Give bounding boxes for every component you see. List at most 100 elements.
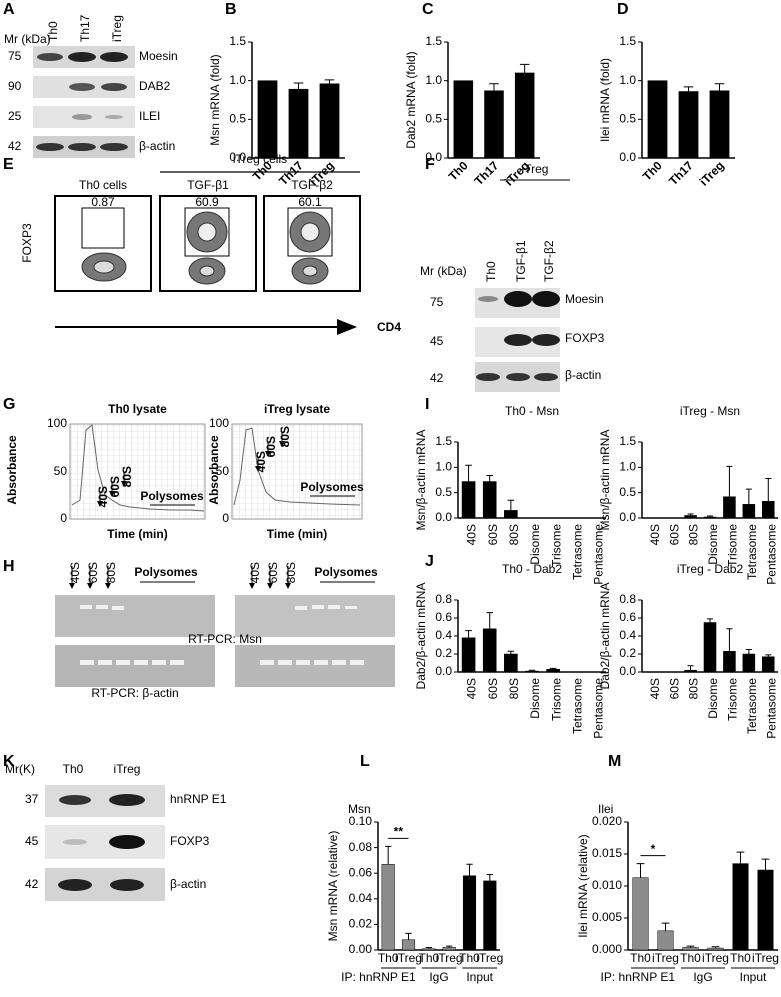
fraction-label: 40S [248,562,262,583]
error-bar [736,851,745,864]
bar [319,83,340,159]
protein-label: FOXP3 [170,834,210,848]
panel-letter: C [422,1,434,18]
tick-label: 0 [60,511,67,525]
bar [461,637,476,673]
panel-letter: D [617,1,629,18]
bar [381,863,395,951]
x-tick-label: Tetrasome [570,678,584,734]
protein-label: β-actin [170,877,206,891]
bar [723,651,736,673]
bar [504,653,518,673]
y-tick-label: 1.5 [435,434,452,448]
x-tick-label: Tetrasome [745,524,759,580]
x-tick-label: 80S [507,524,521,545]
protein-label: DAB2 [139,79,171,93]
gels [55,581,395,687]
bar [703,516,717,519]
gate-value: 0.87 [91,195,115,209]
y-tick-label: 0.2 [619,646,636,660]
x-tick-label: Disome [706,678,720,719]
x-tick-label: 60S [486,678,500,699]
bar [546,669,560,673]
error-bar [486,612,493,629]
y-tick-label: 0.06 [349,865,373,879]
mw-label: 45 [25,834,39,848]
bar [678,91,699,159]
y-tick-label: 0.5 [425,112,442,126]
bar [703,622,717,673]
y-tick-label: 0.5 [619,112,636,126]
bar [482,628,497,673]
y-tick-label: 0.0 [425,150,442,164]
y-tick-label: 0.08 [349,840,373,854]
peak-label: 60S [264,436,278,457]
polysome-label: Polysomes [300,480,364,494]
y-tick-label: 0.6 [619,610,636,624]
y-axis-label: Msn mRNA (relative) [326,831,340,942]
bar [762,656,775,673]
error-bar [489,83,499,91]
y-tick-label: 0.8 [435,592,452,606]
y-tick-label: 1.0 [229,73,246,87]
x-tick-label: Th0 [418,951,439,965]
x-tick-label: 60S [667,524,681,545]
y-tick-label: 0.0 [619,150,636,164]
y-tick-label: 1.5 [425,34,442,48]
error-bar [507,650,515,654]
y-axis-label: Ilei mRNA (relative) [576,834,590,937]
x-tick-label: 80S [687,524,701,545]
group-label: IP: hnRNP E1 [601,970,676,984]
profile-title: Th0 lysate [108,402,167,416]
y-tick-label: 0.8 [619,592,636,606]
y-tick-label: 0.015 [592,846,622,860]
bar [422,948,436,951]
bar [482,481,497,519]
x-tick-label: Th0 [640,158,665,183]
x-tick-label: 80S [507,678,521,699]
y-tick-label: 1.0 [619,460,636,474]
panel-letter: E [3,156,14,173]
error-bar [425,946,432,949]
fraction-label: 80S [104,562,118,583]
bar [682,947,699,951]
error-bar [726,465,733,497]
chart-title: Th0 - Msn [505,404,559,418]
error-bar [683,86,694,92]
error-bar [745,488,752,505]
x-tick-label: Tetrasome [570,524,584,580]
y-tick-label: 0.02 [349,917,373,931]
significance: ** [394,824,404,838]
mw-label: 90 [8,79,22,93]
error-bar [465,464,472,482]
panel-letter: B [225,1,237,18]
x-tick-label: Pentasome [592,678,606,739]
bar [461,481,476,519]
blot-a [33,46,135,158]
error-bar [486,873,493,881]
panel-letter: L [360,753,370,770]
y-tick-label: 0.0 [619,510,636,524]
axis-label: Time (min) [107,527,167,541]
group-label: IgG [429,970,448,984]
y-tick-label: 0.010 [592,878,622,892]
x-tick-label: Pentasome [764,524,778,585]
x-tick-label: Th0 [378,951,399,965]
panel-letter: G [3,396,15,413]
bar [723,496,736,519]
bar [684,515,697,519]
y-tick-label: 0.4 [435,628,452,642]
protein-label: hnRNP E1 [170,792,227,806]
x-tick-label: iTreg [395,951,422,965]
protein-label: Moesin [139,49,178,63]
bar [483,880,497,951]
mw-label: 75 [430,295,444,309]
tick-label: 50 [216,464,230,478]
lane-label: TGF-β2 [542,240,556,282]
y-tick-label: 0.5 [435,485,452,499]
x-tick-label: iTreg [436,951,463,965]
y-axis-label: Msn/β-actin mRNA [598,430,612,531]
y-tick-label: 0.5 [619,485,636,499]
